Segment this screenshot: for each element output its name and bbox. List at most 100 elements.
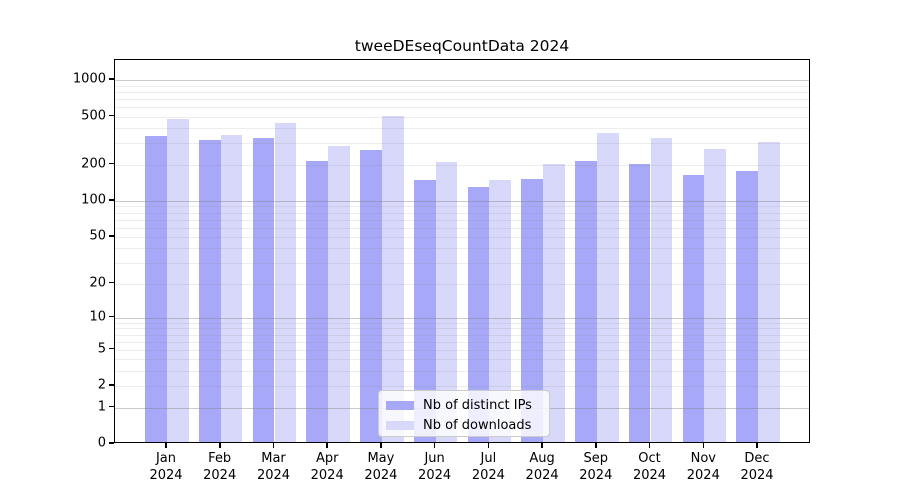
bar-may-ips xyxy=(360,149,382,442)
gridline-minor xyxy=(115,341,809,343)
x-tick-label-may: May 2024 xyxy=(364,451,398,483)
bar-dec-ips xyxy=(736,171,758,442)
y-tick-label-2: 2 xyxy=(97,377,106,393)
x-tick-mark xyxy=(702,443,704,448)
bar-aug-ips xyxy=(521,179,544,442)
bar-jun-downloads xyxy=(435,161,458,442)
x-tick-mark xyxy=(219,443,221,448)
bars-layer xyxy=(115,60,809,442)
bar-jul-ips xyxy=(467,186,490,442)
y-tick-label-100: 100 xyxy=(81,192,106,208)
legend-label-distinct-ips: Nb of distinct IPs xyxy=(423,398,532,413)
y-tick-label-50: 50 xyxy=(89,228,106,244)
y-tick-mark xyxy=(109,199,114,201)
bar-jan-ips xyxy=(145,136,167,442)
x-tick-mark xyxy=(433,443,436,448)
x-tick-label-jun: Jun 2024 xyxy=(418,451,452,483)
gridline-minor xyxy=(115,349,809,351)
gridline-minor xyxy=(115,334,809,336)
bar-oct-ips xyxy=(628,164,651,442)
x-tick-mark xyxy=(165,443,167,448)
bar-oct-downloads xyxy=(650,138,673,442)
gridline-major xyxy=(115,317,809,319)
bar-apr-ips xyxy=(306,160,329,442)
gridline-minor xyxy=(115,248,809,250)
gridline-minor xyxy=(115,128,809,130)
x-tick-label-mar: Mar 2024 xyxy=(256,451,291,483)
gridline-minor xyxy=(115,98,809,100)
x-tick-label-sep: Sep 2024 xyxy=(579,451,613,483)
y-tick-mark xyxy=(109,315,114,318)
bar-sep-downloads xyxy=(596,133,619,442)
x-tick-label-oct: Oct 2024 xyxy=(632,451,667,483)
bar-nov-downloads xyxy=(704,148,727,442)
gridline-minor xyxy=(115,206,809,208)
bar-jul-downloads xyxy=(489,179,512,442)
y-tick-label-200: 200 xyxy=(81,156,106,172)
y-tick-label-1000: 1000 xyxy=(72,71,106,87)
legend: Nb of distinct IPs Nb of downloads xyxy=(378,390,550,437)
bar-nov-ips xyxy=(682,174,705,442)
bar-aug-downloads xyxy=(543,164,565,442)
bar-feb-ips xyxy=(198,140,221,442)
gridline-minor xyxy=(115,227,809,229)
y-tick-mark xyxy=(109,347,114,350)
gridline-minor xyxy=(115,107,809,108)
y-tick-mark xyxy=(109,384,114,386)
plot-area xyxy=(114,59,810,443)
gridline-minor xyxy=(115,371,809,372)
gridline-minor xyxy=(115,143,809,145)
gridline-minor xyxy=(115,85,809,87)
gridline-minor xyxy=(115,212,809,214)
x-tick-mark xyxy=(272,443,275,448)
gridline-minor xyxy=(115,236,809,238)
y-tick-label-500: 500 xyxy=(81,108,106,123)
bar-mar-ips xyxy=(252,138,275,442)
gridline-minor xyxy=(115,359,809,361)
gridline-major xyxy=(115,80,809,82)
bar-jan-downloads xyxy=(167,118,189,442)
y-tick-label-20: 20 xyxy=(89,275,106,291)
x-tick-label-apr: Apr 2024 xyxy=(310,451,344,483)
legend-label-downloads: Nb of downloads xyxy=(423,418,532,433)
x-tick-mark xyxy=(380,443,382,448)
gridline-minor xyxy=(115,322,809,324)
y-tick-mark xyxy=(109,281,114,284)
bar-sep-ips xyxy=(575,161,597,442)
y-tick-mark xyxy=(109,78,114,80)
y-tick-label-1: 1 xyxy=(97,399,106,414)
x-tick-label-jul: Jul 2024 xyxy=(471,451,505,483)
bar-mar-downloads xyxy=(274,123,297,442)
gridline-major xyxy=(115,200,809,202)
gridline-minor xyxy=(115,328,809,330)
y-tick-mark xyxy=(109,405,114,408)
gridline-minor xyxy=(115,283,809,285)
gridline-minor xyxy=(115,164,809,166)
x-tick-mark xyxy=(648,443,651,448)
x-tick-mark xyxy=(756,443,758,448)
gridlines-layer xyxy=(115,60,809,442)
chart-title: tweeDEseqCountData 2024 xyxy=(354,37,570,55)
bar-apr-downloads xyxy=(328,146,350,442)
y-tick-label-0: 0 xyxy=(97,435,106,451)
x-tick-label-nov: Nov 2024 xyxy=(686,451,720,483)
legend-item-downloads: Nb of downloads xyxy=(386,416,542,435)
x-tick-label-feb: Feb 2024 xyxy=(203,451,237,483)
y-tick-label-10: 10 xyxy=(89,309,106,325)
gridline-minor xyxy=(115,219,809,221)
y-tick-mark xyxy=(109,442,114,444)
x-tick-mark xyxy=(487,443,490,448)
x-tick-label-aug: Aug 2024 xyxy=(525,451,559,483)
bar-dec-downloads xyxy=(758,141,780,442)
x-tick-label-dec: Dec 2024 xyxy=(740,451,774,483)
y-tick-mark xyxy=(109,162,114,165)
x-tick-mark xyxy=(595,443,597,448)
y-tick-mark xyxy=(109,235,114,237)
x-tick-label-jan: Jan 2024 xyxy=(149,451,183,483)
y-tick-mark xyxy=(109,114,114,117)
x-tick-mark xyxy=(541,443,543,448)
x-tick-mark xyxy=(326,443,328,448)
bar-feb-downloads xyxy=(220,135,243,442)
gridline-minor xyxy=(115,116,809,118)
